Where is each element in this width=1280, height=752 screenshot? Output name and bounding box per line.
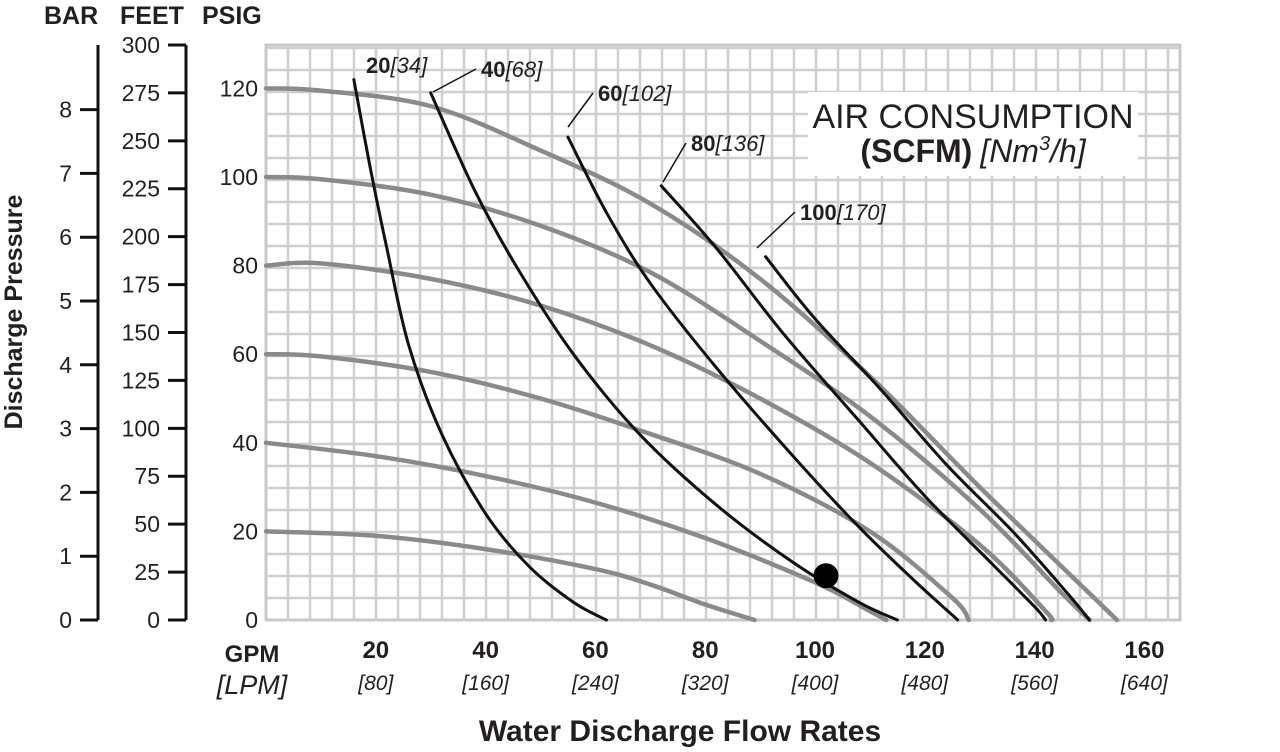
air-curve-label-20: 20[34] (366, 53, 428, 78)
legend-unit-bold: (SCFM) (860, 133, 972, 169)
feet-tick-label: 125 (122, 367, 160, 393)
x-tick-label-lpm: [640] (1120, 672, 1169, 695)
air-label-leader (432, 68, 477, 93)
bar-tick-label: 3 (59, 416, 72, 442)
air-curve-80 (659, 184, 1048, 622)
feet-tick-label: 50 (134, 511, 160, 537)
air-label-nm3h: [68] (504, 57, 543, 82)
legend-line-1: AIR CONSUMPTION (812, 98, 1133, 136)
air-curve-100 (764, 255, 1091, 622)
air-label-nm3h: [102] (621, 81, 672, 106)
bar-tick-label: 6 (59, 224, 72, 250)
air-label-nm3h: [136] (714, 131, 765, 156)
legend-line-2: (SCFM) [Nm3/h] (860, 133, 1086, 169)
psig-tick-label: 120 (220, 75, 258, 101)
bar-axis: 0 1 2 3 4 5 6 7 8 (59, 45, 100, 633)
feet-tick-label: 200 (122, 224, 160, 250)
x-tick-label-gpm: 140 (1015, 637, 1055, 664)
bar-tick-label: 0 (59, 607, 72, 633)
psig-tick-label: 40 (232, 430, 258, 456)
performance-curve-1 (263, 529, 757, 623)
x-tick-label-lpm: [320] (681, 672, 730, 695)
air-curve-labels: 20[34] 40[68] 60[102] 80[136] 100[170] (366, 53, 887, 249)
x-tick-label-gpm: 20 (362, 637, 389, 664)
air-consumption-legend: AIR CONSUMPTION (SCFM) [Nm3/h] (808, 92, 1138, 176)
air-curve-20 (352, 78, 608, 622)
air-label-nm3h: [170] (836, 200, 887, 225)
legend-unit-tail: /h] (1048, 133, 1087, 169)
air-label-leader (662, 142, 687, 183)
feet-tick-label: 250 (122, 128, 160, 154)
bar-tick-label: 5 (59, 288, 72, 314)
feet-tick-label: 175 (122, 272, 160, 298)
feet-tick-label: 150 (122, 319, 160, 345)
psig-tick-label: 80 (232, 253, 258, 279)
air-label-scfm: 20 (366, 53, 390, 78)
bar-tick-label: 2 (59, 479, 72, 505)
performance-curves (263, 86, 1120, 623)
performance-curve-3 (263, 351, 971, 623)
x-tick-label-lpm: [560] (1010, 672, 1059, 695)
air-label-scfm: 100 (800, 200, 837, 225)
psig-header: PSIG (202, 2, 262, 30)
psig-tick-label: 20 (232, 518, 258, 544)
feet-tick-label: 300 (122, 32, 160, 58)
air-label-leader (567, 92, 594, 128)
air-curve-label-40: 40[68] (481, 57, 543, 82)
x-tick-label-gpm: 80 (692, 637, 719, 664)
air-label-scfm: 40 (481, 57, 505, 82)
performance-curve-4 (263, 260, 1055, 623)
x-tick-label-lpm: [480] (900, 672, 949, 695)
air-curve-60 (566, 135, 960, 622)
y-axis-label: Discharge Pressure (0, 194, 28, 429)
feet-tick-label: 75 (134, 463, 160, 489)
feet-tick-label: 225 (122, 176, 160, 202)
marker-layer (813, 563, 839, 589)
x-tick-label-lpm: [160] (461, 672, 510, 695)
x-tick-label-gpm: 100 (795, 637, 835, 664)
operating-point-marker (813, 563, 839, 589)
performance-curve-5 (263, 174, 1092, 623)
x-unit-primary: GPM (225, 641, 280, 668)
bar-header: BAR (44, 2, 98, 30)
air-curve-label-80: 80[136] (691, 131, 765, 156)
performance-curve-2 (263, 440, 889, 623)
bar-tick-label: 8 (59, 97, 72, 123)
air-label-leader (756, 211, 796, 249)
psig-tick-label: 60 (232, 341, 258, 367)
x-unit-secondary: [LPM] (216, 670, 289, 700)
air-label-nm3h: [34] (389, 53, 428, 78)
feet-tick-label: 100 (122, 415, 160, 441)
feet-tick-label: 0 (147, 607, 160, 633)
x-tick-label-gpm: 160 (1124, 637, 1164, 664)
x-tick-label-lpm: [240] (571, 672, 620, 695)
grid (266, 45, 1180, 620)
bar-tick-label: 1 (59, 543, 72, 569)
air-label-scfm: 60 (598, 81, 622, 106)
psig-tick-label: 100 (220, 164, 258, 190)
bar-tick-label: 7 (59, 160, 72, 186)
feet-axis: 0 25 50 75 100 125 150 175 200 225 250 275 300 (122, 32, 188, 633)
legend-superscript: 3 (1039, 133, 1050, 155)
air-curve-label-60: 60[102] (598, 81, 672, 106)
x-axis-label: Water Discharge Flow Rates (479, 715, 881, 748)
performance-curve-6 (263, 86, 1120, 623)
x-axis: 20 [80] 40 [160] 60 [240] 80 [320] 100 [400] 120 [4… (357, 637, 1169, 695)
x-tick-label-lpm: [400] (791, 672, 840, 695)
air-curve-label-100: 100[170] (800, 200, 887, 225)
x-tick-label-gpm: 40 (472, 637, 499, 664)
bar-tick-label: 4 (59, 352, 72, 378)
feet-tick-label: 275 (122, 80, 160, 106)
x-tick-label-gpm: 120 (905, 637, 945, 664)
x-tick-label-gpm: 60 (582, 637, 609, 664)
air-label-scfm: 80 (691, 131, 715, 156)
psig-tick-label: 0 (245, 607, 258, 633)
psig-axis: 0 20 40 60 80 100 120 (220, 75, 258, 633)
feet-header: FEET (120, 2, 184, 30)
x-tick-label-lpm: [80] (357, 672, 394, 695)
feet-tick-label: 25 (134, 559, 160, 585)
legend-unit-italic: [Nm (979, 133, 1039, 169)
